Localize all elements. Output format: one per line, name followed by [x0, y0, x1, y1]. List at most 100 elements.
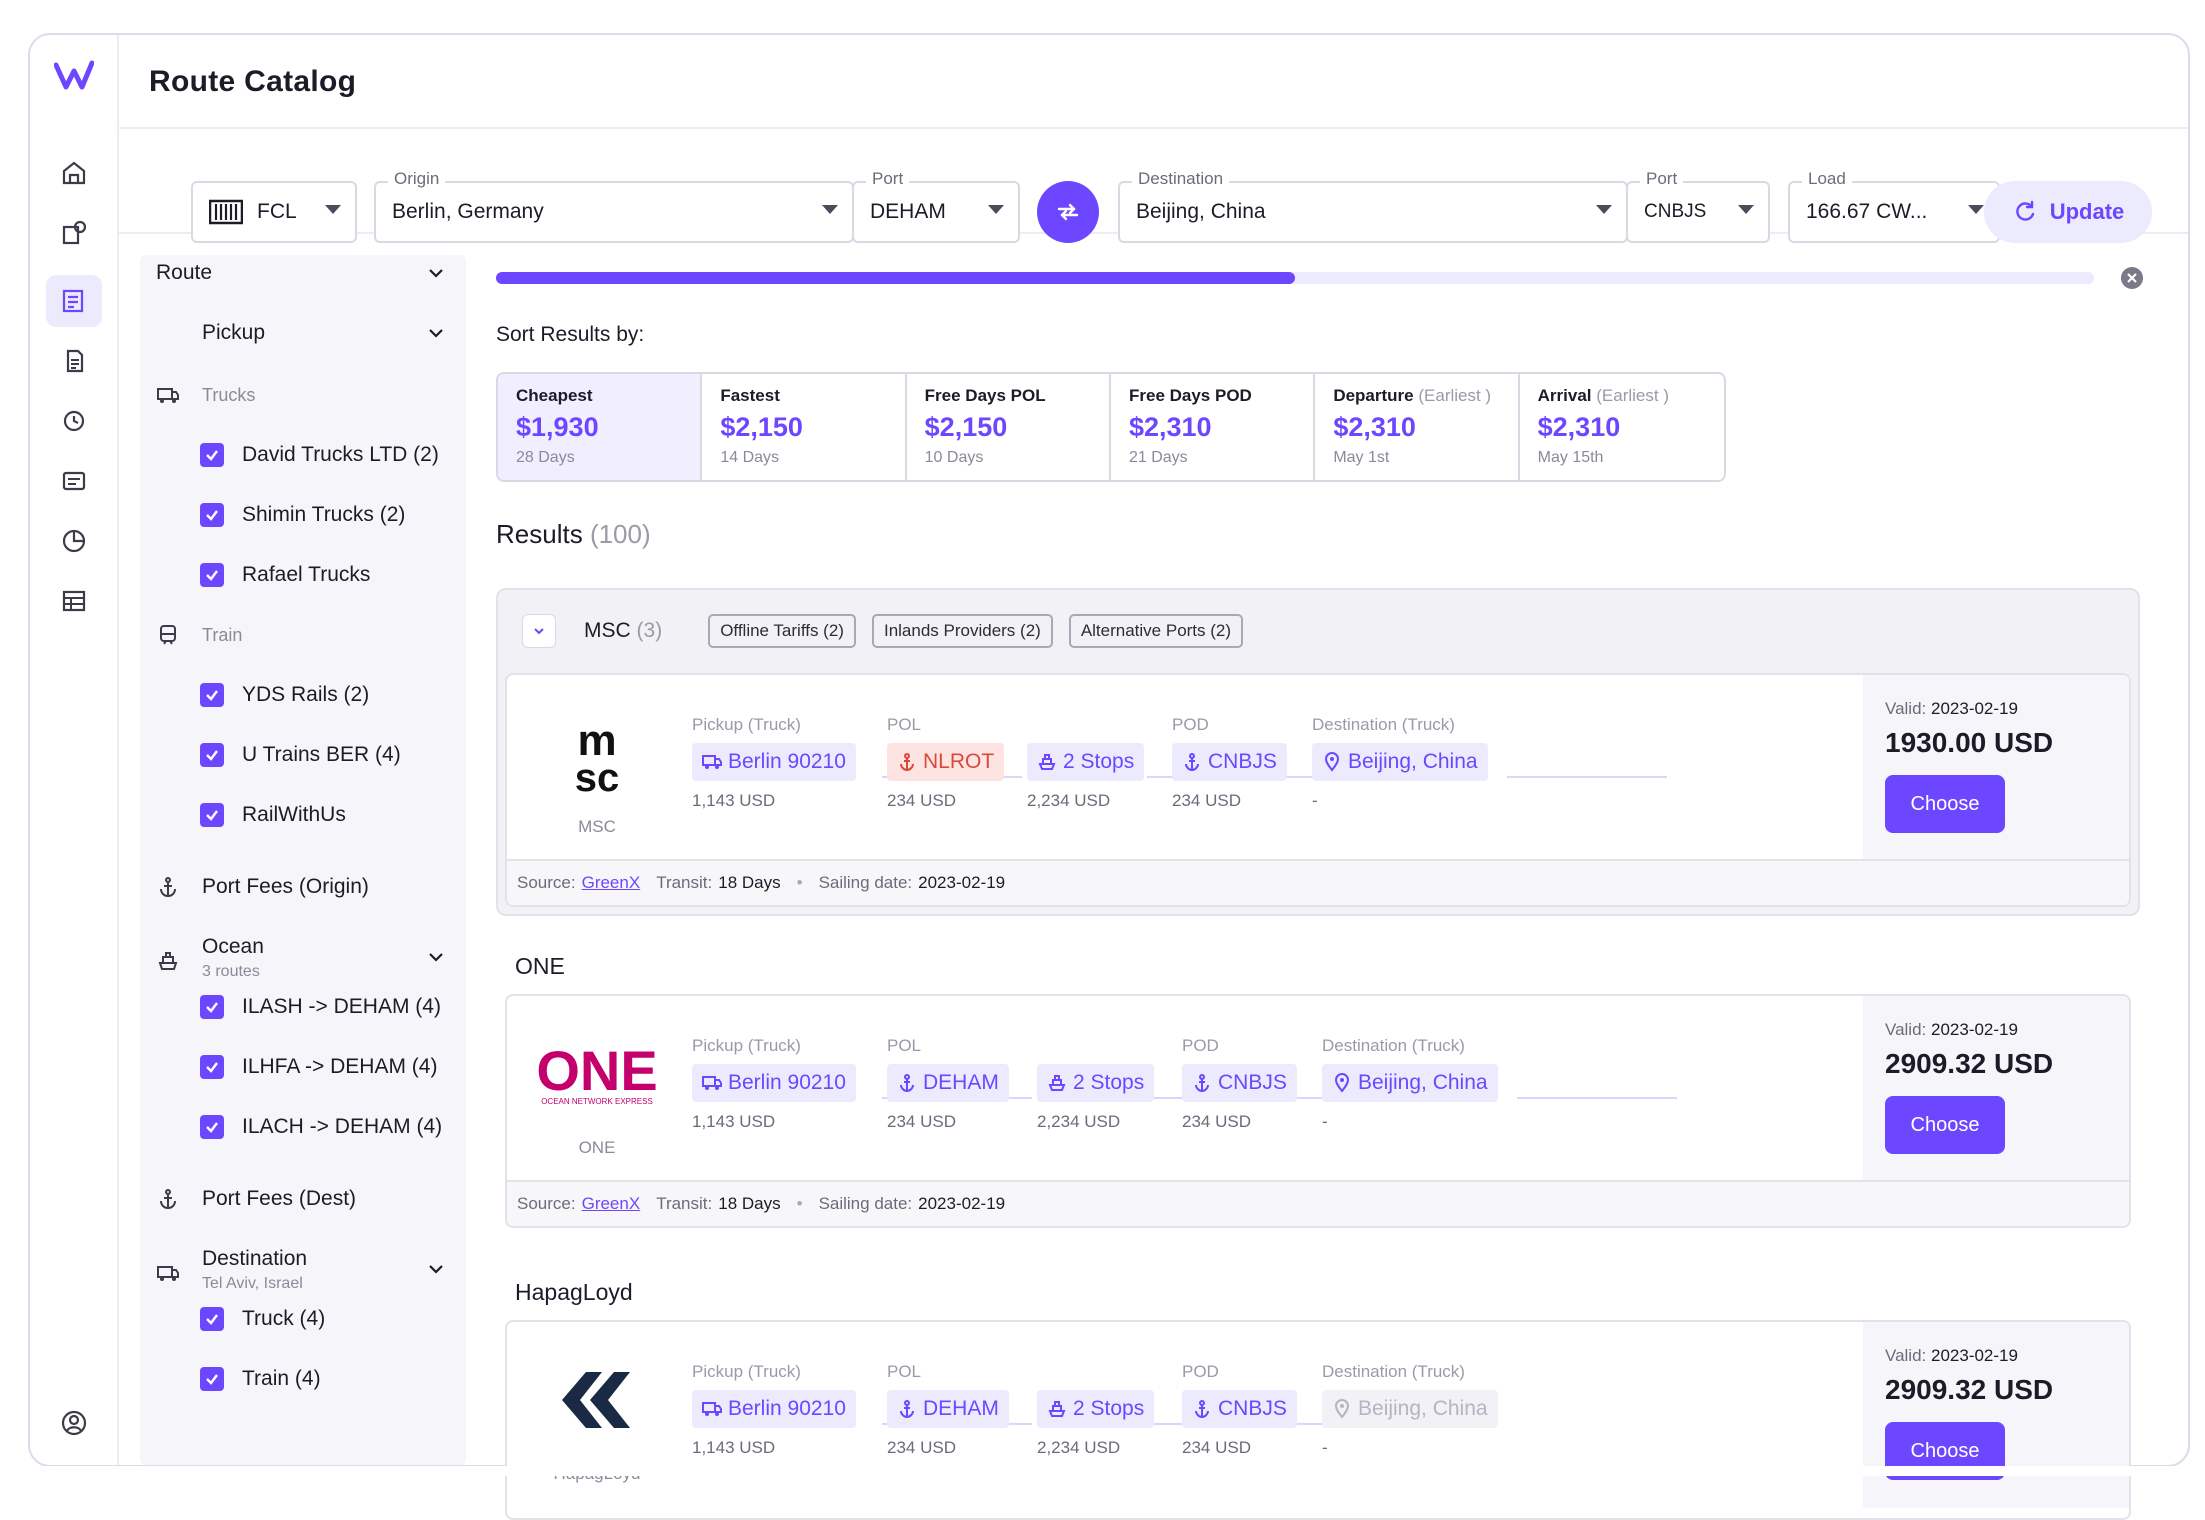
pol-chip[interactable]: DEHAM: [887, 1064, 1009, 1102]
collapse-button[interactable]: [522, 614, 556, 648]
logo-icon[interactable]: [54, 59, 94, 93]
tag-alternative-ports[interactable]: Alternative Ports (2): [1068, 614, 1244, 648]
swap-button[interactable]: [1037, 181, 1099, 243]
destination-chip[interactable]: Beijing, China: [1322, 1064, 1498, 1102]
route-catalog-icon[interactable]: [46, 275, 102, 327]
valid-label: Valid:: [1885, 1020, 1927, 1039]
leg-header: Destination (Truck): [1312, 715, 1455, 734]
valid-date: 2023-02-19: [1931, 699, 2018, 718]
choose-button[interactable]: Choose: [1885, 775, 2005, 833]
origin-field[interactable]: Origin Berlin, Germany: [374, 169, 854, 243]
leg-destination: Destination (Truck) Beijing, China -: [1322, 1036, 1498, 1132]
origin-port-field[interactable]: Port DEHAM: [852, 169, 1020, 243]
load-field[interactable]: Load 166.67 CW...: [1788, 169, 2000, 243]
choose-button[interactable]: Choose: [1885, 1096, 2005, 1154]
stops-chip[interactable]: 2 Stops: [1037, 1064, 1155, 1102]
valid-line: Valid: 2023-02-19: [1885, 1020, 2107, 1040]
update-button[interactable]: Update: [1984, 181, 2152, 243]
price-panel: Valid: 2023-02-19 2909.32 USD Choose: [1863, 996, 2129, 1182]
tag-inlands-providers[interactable]: Inlands Providers (2): [871, 614, 1053, 648]
sort-option-departure[interactable]: Departure (Earliest ) $2,310 May 1st: [1315, 374, 1520, 480]
stops-chip[interactable]: 2 Stops: [1037, 1390, 1155, 1428]
checkbox-checked-icon[interactable]: [200, 1367, 224, 1391]
chevron-down-icon: [988, 205, 1004, 214]
svg-text:sc: sc: [575, 756, 620, 795]
destination-chip[interactable]: Beijing, China: [1312, 743, 1488, 781]
sort-option-sub: 10 Days: [924, 449, 984, 466]
checkbox-checked-icon[interactable]: [200, 563, 224, 587]
checkbox-checked-icon[interactable]: [200, 995, 224, 1019]
sort-option-price: $2,310: [1128, 412, 1212, 442]
carrier-name: MSC: [578, 817, 616, 836]
anchor-icon: [900, 753, 914, 772]
checkbox-checked-icon[interactable]: [200, 1115, 224, 1139]
table-icon[interactable]: [46, 575, 102, 627]
pod-chip[interactable]: CNBJS: [1172, 743, 1287, 781]
sort-option-sub: 28 Days: [516, 449, 575, 466]
truck-icon: [157, 388, 179, 403]
separator-dot: •: [796, 1194, 803, 1213]
route-card: m sc MSC Pickup (Truck) Berlin 90210 1,1…: [505, 673, 2131, 907]
pickup-chip[interactable]: Berlin 90210: [692, 1390, 856, 1428]
stops-chip[interactable]: 2 Stops: [1027, 743, 1145, 781]
page-title: Route Catalog: [149, 65, 357, 98]
pricing-icon[interactable]: [46, 207, 102, 259]
checkbox-checked-icon[interactable]: [200, 683, 224, 707]
tag-offline-tariffs[interactable]: Offline Tariffs (2): [708, 614, 856, 648]
destination-cost: -: [1312, 791, 1318, 810]
documents-icon[interactable]: [46, 335, 102, 387]
ship-icon: [1038, 754, 1056, 770]
checkbox-checked-icon[interactable]: [200, 743, 224, 767]
leg-header: Pickup (Truck): [692, 1362, 801, 1381]
sort-option-muted: (Earliest ): [1596, 386, 1669, 405]
close-icon[interactable]: [2121, 267, 2143, 289]
filter-option-label: ILASH -> DEHAM (4): [242, 995, 441, 1018]
sort-option-price: $2,310: [1333, 412, 1416, 442]
sort-option-fastest[interactable]: Fastest $2,150 14 Days: [702, 374, 907, 480]
checkbox-checked-icon[interactable]: [200, 503, 224, 527]
pickup-chip[interactable]: Berlin 90210: [692, 743, 856, 781]
sort-option-price: $1,930: [516, 412, 599, 442]
invoices-icon[interactable]: [46, 455, 102, 507]
pod-cost: 234 USD: [1182, 1438, 1251, 1457]
destination-chip[interactable]: Beijing, China: [1322, 1390, 1498, 1428]
checkbox-checked-icon[interactable]: [200, 1307, 224, 1331]
pod-chip[interactable]: CNBJS: [1182, 1064, 1297, 1102]
checkbox-checked-icon[interactable]: [200, 443, 224, 467]
sort-option-free-days-pol[interactable]: Free Days POL $2,150 10 Days: [907, 374, 1111, 480]
valid-label: Valid:: [1885, 699, 1927, 718]
home-icon[interactable]: [46, 147, 102, 199]
user-profile-icon[interactable]: [46, 1397, 102, 1449]
pol-chip[interactable]: NLROT: [887, 743, 1005, 781]
checkbox-checked-icon[interactable]: [200, 1055, 224, 1079]
pod-value: CNBJS: [1218, 1397, 1287, 1420]
leg-pod: POD CNBJS 234 USD: [1182, 1036, 1297, 1132]
pod-cost: 234 USD: [1172, 791, 1241, 810]
port-fees-dest-label: Port Fees (Dest): [202, 1187, 357, 1210]
leg-pol: POL NLROT 234 USD: [887, 715, 1005, 811]
destination-field[interactable]: Destination Beijing, China: [1118, 169, 1628, 243]
pod-cost: 234 USD: [1182, 1112, 1251, 1131]
source-link[interactable]: GreenX: [581, 873, 641, 892]
pol-chip[interactable]: DEHAM: [887, 1390, 1009, 1428]
sort-option-free-days-pod[interactable]: Free Days POD $2,310 21 Days: [1111, 374, 1316, 480]
mode-select[interactable]: FCL: [191, 181, 357, 243]
leg-header: POD: [1172, 715, 1209, 734]
filter-option-label: Rafael Trucks: [242, 563, 371, 586]
stops-value: 2 Stops: [1073, 1071, 1145, 1094]
ship-icon: [158, 952, 178, 970]
analytics-icon[interactable]: [46, 515, 102, 567]
sort-option-arrival[interactable]: Arrival (Earliest ) $2,310 May 15th: [1520, 374, 1724, 480]
pod-chip[interactable]: CNBJS: [1182, 1390, 1297, 1428]
chevron-down-icon: [822, 205, 838, 214]
source-link[interactable]: GreenX: [581, 1194, 641, 1213]
dest-port-field[interactable]: Port CNBJS: [1626, 169, 1770, 243]
results-label: Results: [496, 519, 583, 549]
page-header: Route Catalog: [119, 35, 2188, 129]
pickup-chip[interactable]: Berlin 90210: [692, 1064, 856, 1102]
leg-pol: POL DEHAM 234 USD: [887, 1036, 1009, 1132]
container-icon: [209, 199, 243, 225]
sort-option-cheapest[interactable]: Cheapest $1,930 28 Days: [498, 374, 703, 480]
history-icon[interactable]: [46, 395, 102, 447]
checkbox-checked-icon[interactable]: [200, 803, 224, 827]
